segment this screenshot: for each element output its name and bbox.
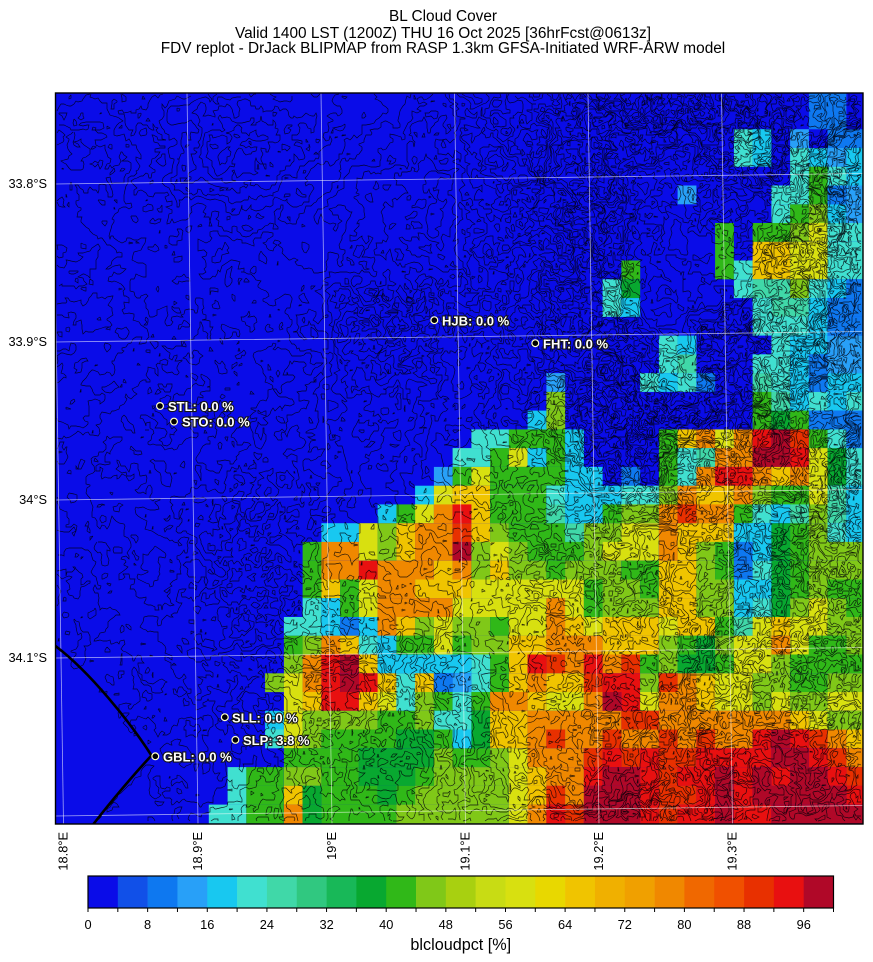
svg-text:19.1°E: 19.1°E <box>458 832 473 871</box>
svg-text:HJB: 0.0 %: HJB: 0.0 % <box>442 313 510 328</box>
svg-text:33.8°S: 33.8°S <box>8 176 47 191</box>
svg-text:16: 16 <box>200 917 214 932</box>
svg-text:Valid 1400 LST (1200Z) THU 16: Valid 1400 LST (1200Z) THU 16 Oct 2025 [… <box>235 25 651 42</box>
svg-text:72: 72 <box>618 917 632 932</box>
svg-text:56: 56 <box>498 917 512 932</box>
svg-text:FDV replot - DrJack BLIPMAP fr: FDV replot - DrJack BLIPMAP from RASP 1.… <box>161 40 725 57</box>
svg-text:GBL: 0.0 %: GBL: 0.0 % <box>163 749 232 764</box>
svg-text:19.3°E: 19.3°E <box>725 832 740 871</box>
svg-text:48: 48 <box>439 917 453 932</box>
svg-text:SLL: 0.0 %: SLL: 0.0 % <box>232 710 298 725</box>
svg-text:18.9°E: 18.9°E <box>190 832 205 871</box>
svg-text:STO: 0.0 %: STO: 0.0 % <box>182 415 250 430</box>
svg-text:BL Cloud Cover: BL Cloud Cover <box>389 8 497 25</box>
svg-text:64: 64 <box>558 917 572 932</box>
svg-text:19°E: 19°E <box>324 832 339 860</box>
svg-text:19.2°E: 19.2°E <box>591 832 606 871</box>
svg-text:FHT: 0.0 %: FHT: 0.0 % <box>543 336 608 351</box>
svg-text:40: 40 <box>379 917 393 932</box>
svg-text:24: 24 <box>260 917 274 932</box>
svg-text:34°S: 34°S <box>19 492 47 507</box>
svg-text:80: 80 <box>677 917 691 932</box>
svg-text:18.8°E: 18.8°E <box>56 832 71 871</box>
svg-text:SLP: 3.8 %: SLP: 3.8 % <box>243 733 310 748</box>
svg-text:8: 8 <box>144 917 151 932</box>
svg-text:blcloudpct [%]: blcloudpct [%] <box>410 936 511 954</box>
svg-text:88: 88 <box>737 917 751 932</box>
svg-text:34.1°S: 34.1°S <box>8 650 47 665</box>
svg-text:33.9°S: 33.9°S <box>8 334 47 349</box>
svg-text:96: 96 <box>797 917 811 932</box>
svg-text:32: 32 <box>319 917 333 932</box>
svg-text:STL: 0.0 %: STL: 0.0 % <box>168 399 234 414</box>
svg-text:0: 0 <box>84 917 91 932</box>
